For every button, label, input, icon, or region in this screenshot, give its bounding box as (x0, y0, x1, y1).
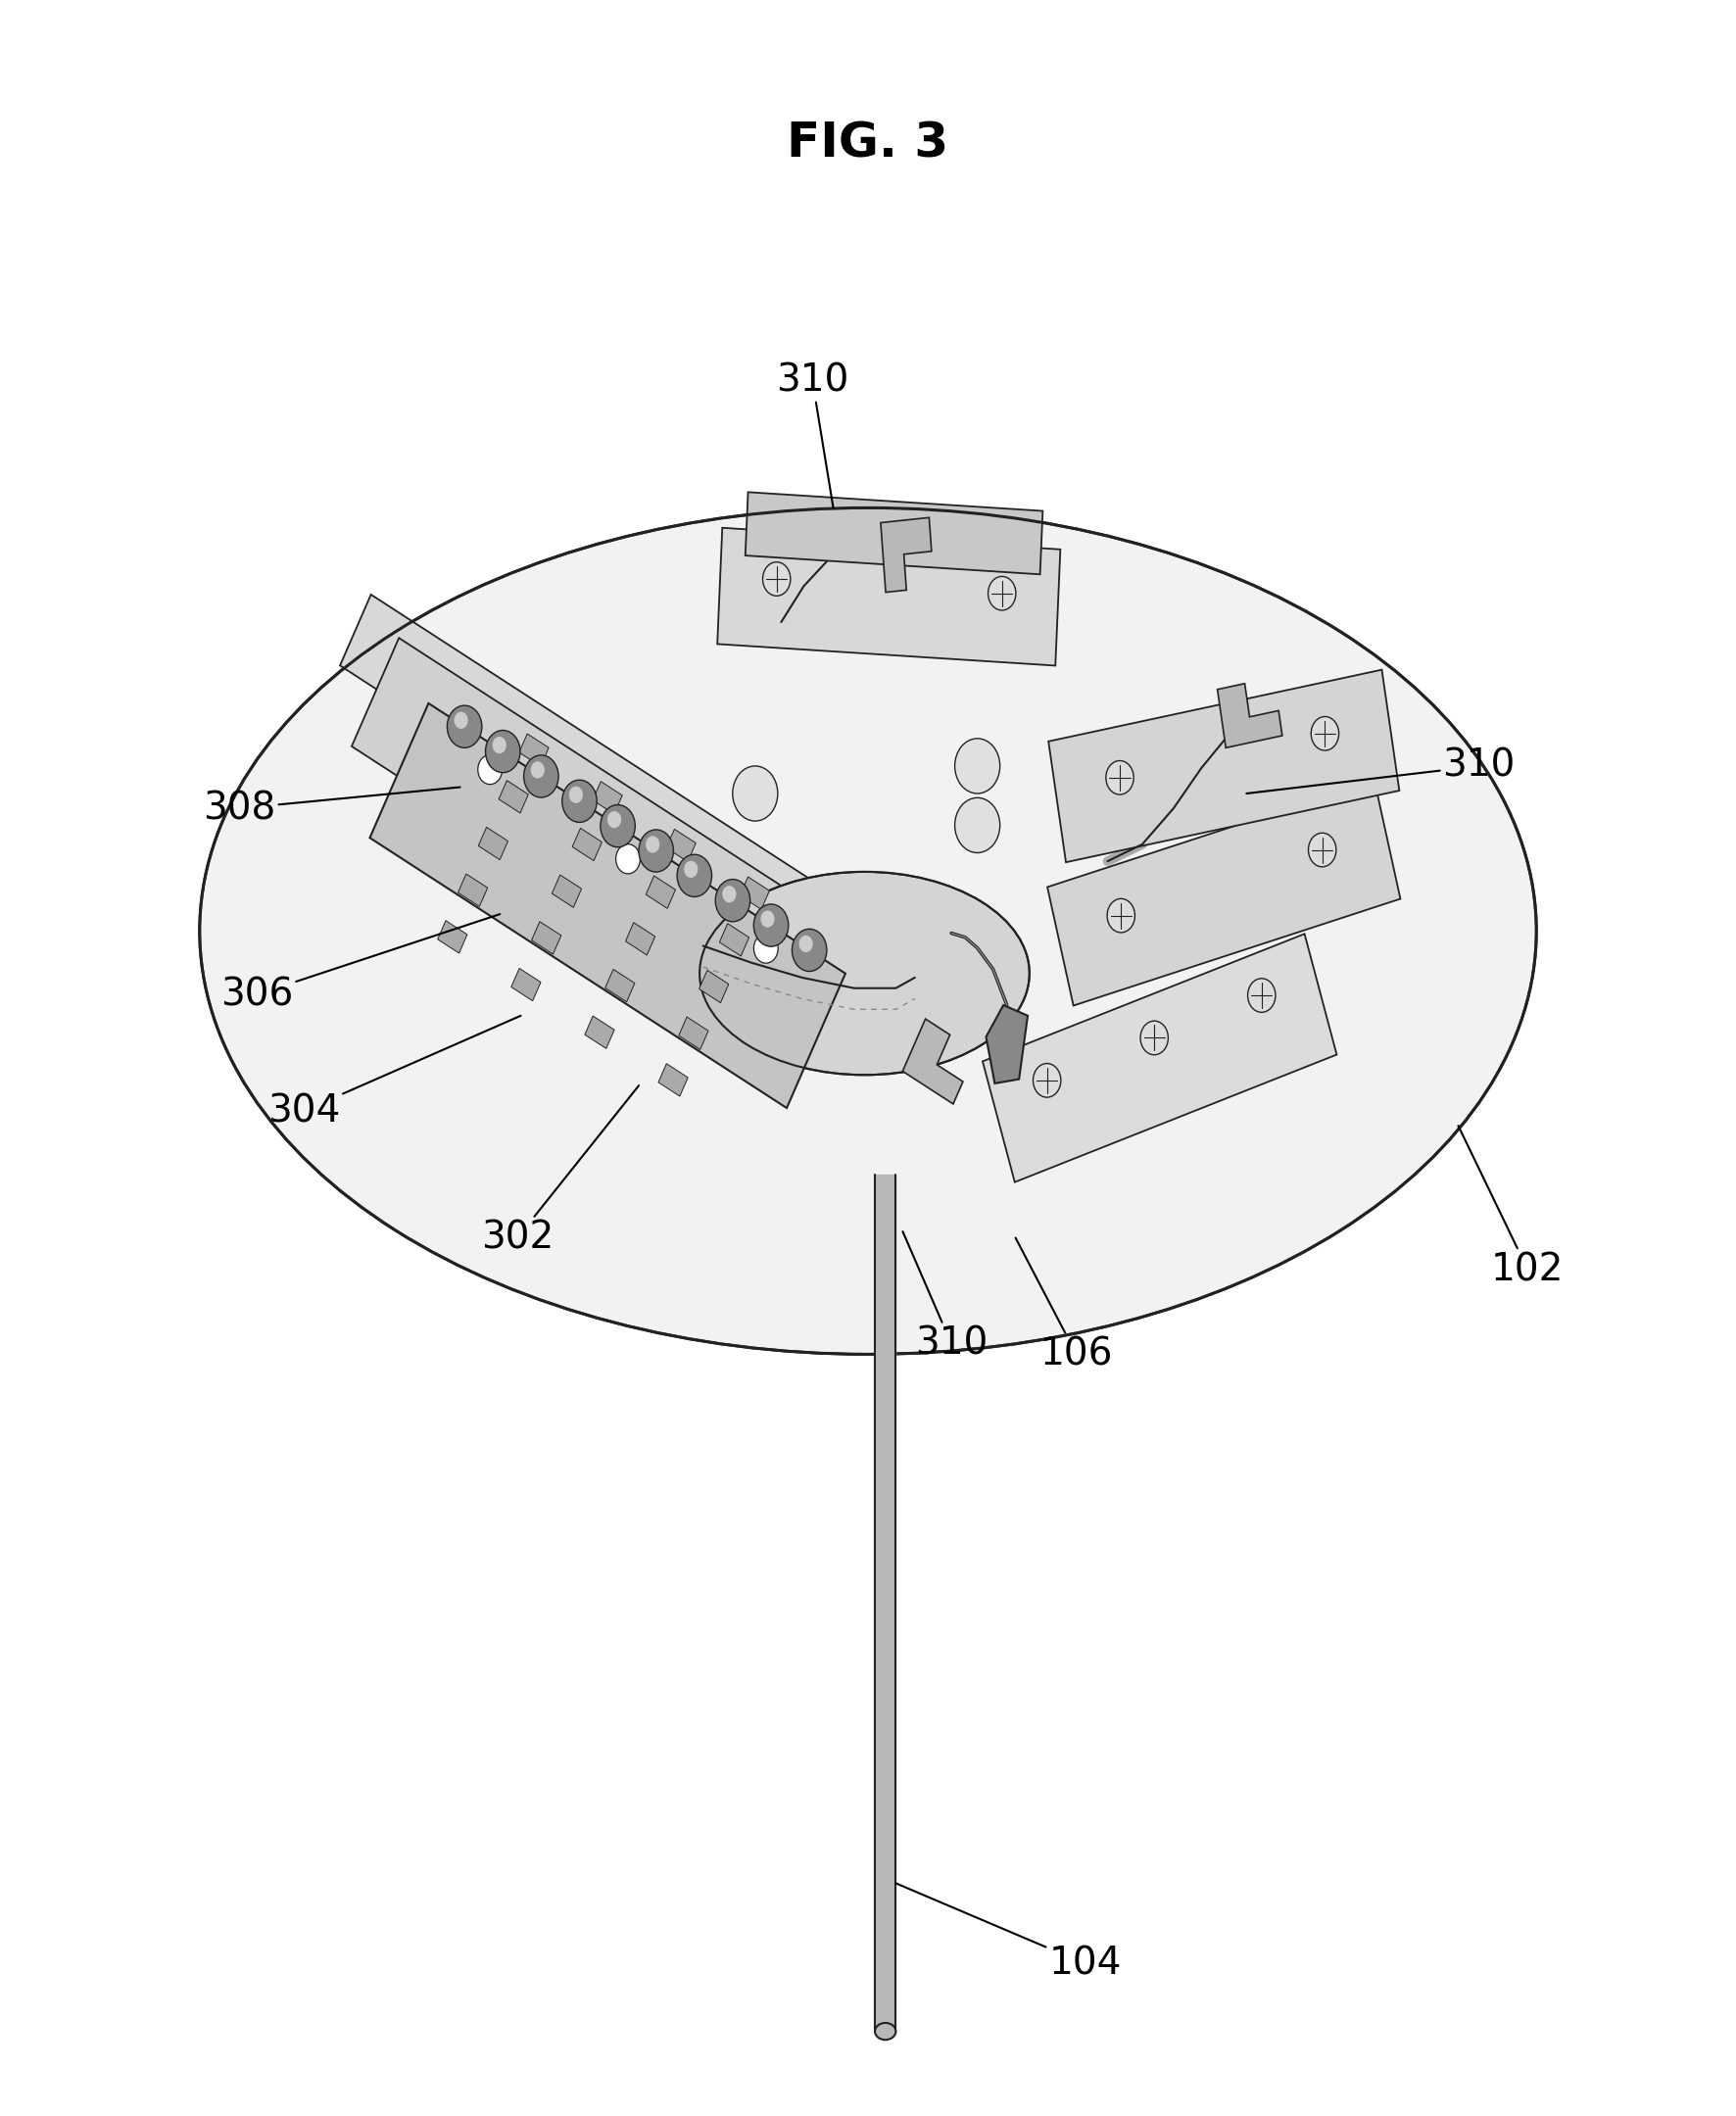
Ellipse shape (200, 508, 1536, 1354)
Polygon shape (880, 518, 932, 592)
Circle shape (722, 887, 736, 904)
Circle shape (569, 787, 583, 804)
Polygon shape (573, 827, 602, 861)
Circle shape (1106, 760, 1134, 794)
Circle shape (988, 576, 1016, 609)
Polygon shape (458, 874, 488, 906)
Circle shape (1248, 978, 1276, 1011)
Circle shape (601, 804, 635, 846)
Circle shape (955, 738, 1000, 794)
Polygon shape (986, 1005, 1028, 1083)
Polygon shape (519, 734, 549, 766)
Circle shape (760, 910, 774, 927)
Polygon shape (1217, 683, 1283, 747)
Text: 310: 310 (903, 1232, 988, 1363)
Circle shape (646, 836, 660, 853)
Polygon shape (592, 781, 621, 815)
Text: 310: 310 (776, 362, 849, 508)
Circle shape (753, 904, 788, 946)
Circle shape (1309, 834, 1337, 868)
Circle shape (684, 861, 698, 878)
Text: FIG. 3: FIG. 3 (786, 121, 950, 167)
Circle shape (1108, 899, 1135, 933)
Text: 308: 308 (203, 787, 460, 827)
Circle shape (455, 711, 469, 728)
Text: 302: 302 (481, 1086, 639, 1257)
Text: 102: 102 (1458, 1126, 1564, 1289)
Text: 306: 306 (220, 914, 500, 1014)
Circle shape (639, 829, 674, 872)
Text: 106: 106 (1016, 1238, 1113, 1373)
Circle shape (799, 935, 812, 952)
Circle shape (1311, 717, 1338, 751)
Polygon shape (740, 876, 769, 910)
Polygon shape (531, 923, 561, 954)
Polygon shape (700, 971, 729, 1003)
Circle shape (531, 762, 545, 779)
Ellipse shape (875, 2023, 896, 2040)
Polygon shape (745, 493, 1043, 573)
Polygon shape (552, 874, 582, 908)
Circle shape (762, 563, 790, 597)
Polygon shape (1049, 671, 1399, 861)
Circle shape (753, 933, 778, 963)
Polygon shape (646, 876, 675, 908)
Circle shape (562, 781, 597, 823)
Polygon shape (903, 1020, 963, 1105)
Polygon shape (1047, 781, 1401, 1005)
Polygon shape (479, 827, 509, 859)
Circle shape (1141, 1020, 1168, 1054)
Circle shape (608, 810, 621, 827)
Circle shape (486, 730, 521, 772)
Polygon shape (983, 933, 1337, 1183)
Polygon shape (510, 969, 542, 1001)
Polygon shape (585, 1016, 615, 1050)
Ellipse shape (700, 872, 1029, 1075)
Circle shape (677, 855, 712, 897)
Polygon shape (437, 920, 467, 952)
Polygon shape (340, 595, 823, 959)
Polygon shape (717, 527, 1061, 667)
Polygon shape (625, 923, 654, 954)
Text: 304: 304 (267, 1016, 521, 1130)
Text: 104: 104 (896, 1883, 1121, 1983)
Circle shape (493, 736, 507, 753)
Circle shape (1033, 1064, 1061, 1098)
Polygon shape (352, 637, 835, 1030)
Circle shape (715, 880, 750, 923)
Polygon shape (370, 703, 845, 1109)
Polygon shape (679, 1018, 708, 1050)
Polygon shape (658, 1064, 687, 1096)
Text: 310: 310 (1246, 747, 1516, 794)
Polygon shape (498, 781, 528, 813)
Circle shape (733, 766, 778, 821)
Circle shape (448, 705, 483, 747)
Circle shape (477, 755, 502, 785)
Polygon shape (606, 969, 635, 1001)
Circle shape (792, 929, 826, 971)
Circle shape (524, 755, 559, 798)
Polygon shape (667, 829, 696, 861)
Polygon shape (719, 923, 748, 956)
Circle shape (616, 844, 641, 874)
Circle shape (955, 798, 1000, 853)
